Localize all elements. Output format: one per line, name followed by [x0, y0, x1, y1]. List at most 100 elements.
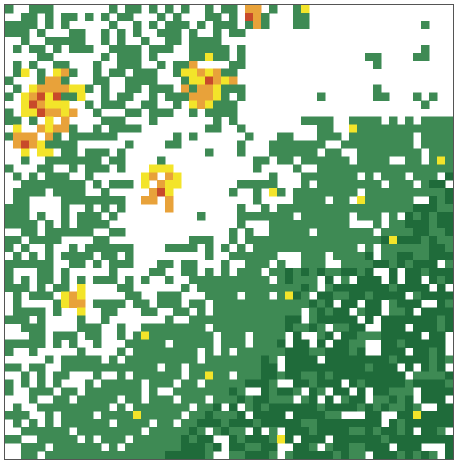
map-cell: [341, 180, 350, 189]
map-cell: [421, 427, 430, 436]
map-cell: [29, 291, 38, 300]
map-cell: [293, 307, 302, 316]
map-cell: [397, 355, 406, 364]
map-cell: [373, 259, 382, 269]
map-cell: [221, 283, 230, 293]
map-cell: [69, 44, 78, 54]
map-cell: [253, 243, 262, 253]
map-cell: [53, 132, 62, 141]
map-cell: [397, 188, 406, 197]
map-cell: [349, 283, 358, 293]
map-cell: [253, 419, 262, 428]
map-cell: [325, 235, 334, 245]
map-cell: [21, 339, 30, 348]
map-cell: [221, 84, 230, 93]
map-cell: [309, 235, 318, 245]
map-cell: [325, 443, 334, 452]
map-cell: [21, 283, 30, 293]
map-cell: [333, 212, 342, 221]
map-cell: [189, 243, 198, 253]
map-cell: [245, 251, 254, 261]
map-cell: [317, 403, 326, 412]
map-cell: [13, 411, 22, 420]
map-cell: [421, 379, 430, 388]
map-cell: [405, 124, 414, 133]
map-cell: [341, 315, 350, 324]
map-cell: [101, 363, 110, 372]
map-cell: [405, 355, 414, 364]
map-cell: [309, 435, 318, 444]
map-cell: [45, 291, 54, 300]
map-cell: [205, 84, 214, 93]
map-cell: [29, 100, 38, 109]
map-cell: [21, 180, 30, 189]
map-cell: [45, 259, 54, 269]
map-cell: [173, 443, 182, 452]
map-cell: [277, 339, 286, 348]
map-cell: [325, 411, 334, 420]
map-cell: [149, 451, 158, 459]
map-cell: [29, 331, 38, 340]
map-cell: [173, 403, 182, 412]
map-cell: [13, 172, 22, 181]
map-cell: [301, 228, 310, 237]
map-cell: [133, 411, 142, 420]
map-cell: [189, 355, 198, 364]
map-cell: [101, 28, 110, 38]
map-cell: [389, 212, 398, 221]
map-cell: [373, 92, 382, 101]
map-cell: [85, 204, 94, 213]
map-cell: [413, 299, 422, 308]
map-cell: [381, 355, 390, 364]
map-cell: [29, 427, 38, 436]
map-cell: [237, 52, 246, 62]
map-cell: [333, 419, 342, 428]
map-cell: [293, 331, 302, 340]
map-cell: [365, 180, 374, 189]
map-cell: [13, 68, 22, 77]
map-cell: [365, 299, 374, 308]
map-cell: [157, 12, 166, 22]
map-cell: [277, 259, 286, 269]
map-cell: [21, 228, 30, 237]
map-cell: [53, 235, 62, 245]
map-cell: [157, 259, 166, 269]
map-cell: [101, 387, 110, 396]
map-cell: [29, 220, 38, 229]
map-cell: [205, 108, 214, 117]
map-cell: [421, 235, 430, 245]
map-cell: [293, 387, 302, 396]
map-cell: [317, 267, 326, 277]
map-cell: [237, 60, 246, 70]
map-cell: [85, 387, 94, 396]
map-cell: [365, 419, 374, 428]
map-cell: [5, 108, 14, 117]
map-cell: [237, 363, 246, 372]
map-cell: [245, 5, 254, 14]
map-cell: [293, 443, 302, 452]
map-cell: [93, 196, 102, 205]
map-cell: [213, 108, 222, 117]
map-cell: [13, 259, 22, 269]
map-cell: [157, 44, 166, 54]
map-cell: [437, 307, 446, 316]
map-cell: [341, 387, 350, 396]
map-cell: [309, 411, 318, 420]
map-cell: [205, 379, 214, 388]
map-cell: [29, 180, 38, 189]
map-cell: [333, 323, 342, 332]
map-cell: [261, 443, 270, 452]
map-cell: [181, 68, 190, 77]
map-cell: [421, 44, 430, 54]
map-cell: [229, 307, 238, 316]
map-cell: [45, 451, 54, 459]
map-cell: [253, 20, 262, 30]
map-cell: [149, 387, 158, 396]
map-cell: [261, 355, 270, 364]
map-cell: [413, 204, 422, 213]
map-cell: [285, 220, 294, 229]
map-cell: [53, 435, 62, 444]
map-cell: [293, 315, 302, 324]
map-cell: [373, 220, 382, 229]
map-cell: [325, 116, 334, 125]
